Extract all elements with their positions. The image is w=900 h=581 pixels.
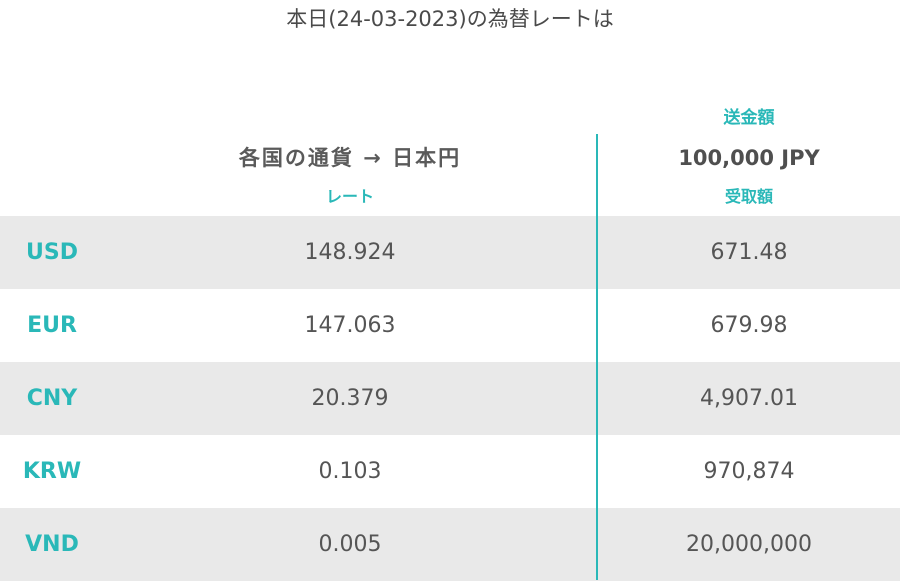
table-row: VND 0.005 20,000,000: [0, 508, 900, 581]
received-amount: 4,907.01: [700, 386, 798, 411]
received-amount: 970,874: [703, 459, 795, 484]
exchange-rate: 147.063: [304, 313, 396, 338]
column-divider: [596, 134, 598, 580]
page-title: 本日(24-03-2023)の為替レートは: [286, 7, 614, 31]
received-amount: 20,000,000: [686, 532, 812, 557]
rate-label: レート: [325, 187, 374, 206]
currency-code: CNY: [26, 386, 78, 411]
table-row: EUR 147.063 679.98: [0, 289, 900, 362]
currency-code: VND: [25, 532, 79, 557]
rate-column-header: 各国の通貨 → 日本円: [238, 146, 462, 170]
currency-code: USD: [26, 240, 78, 265]
received-amount: 679.98: [710, 313, 788, 338]
table-row: KRW 0.103 970,874: [0, 435, 900, 508]
currency-code: EUR: [27, 313, 77, 338]
table-row: CNY 20.379 4,907.01: [0, 362, 900, 435]
received-amount-label: 受取額: [724, 187, 773, 206]
table-row: USD 148.924 671.48: [0, 216, 900, 289]
exchange-rate: 148.924: [304, 240, 396, 265]
send-amount-value: 100,000 JPY: [678, 146, 820, 170]
exchange-rate: 0.005: [318, 532, 382, 557]
exchange-rate: 0.103: [318, 459, 382, 484]
exchange-rate: 20.379: [311, 386, 389, 411]
received-amount: 671.48: [710, 240, 788, 265]
rate-table: USD 148.924 671.48 EUR 147.063 679.98 CN…: [0, 216, 900, 581]
send-amount-label: 送金額: [723, 108, 775, 128]
currency-code: KRW: [22, 459, 82, 484]
